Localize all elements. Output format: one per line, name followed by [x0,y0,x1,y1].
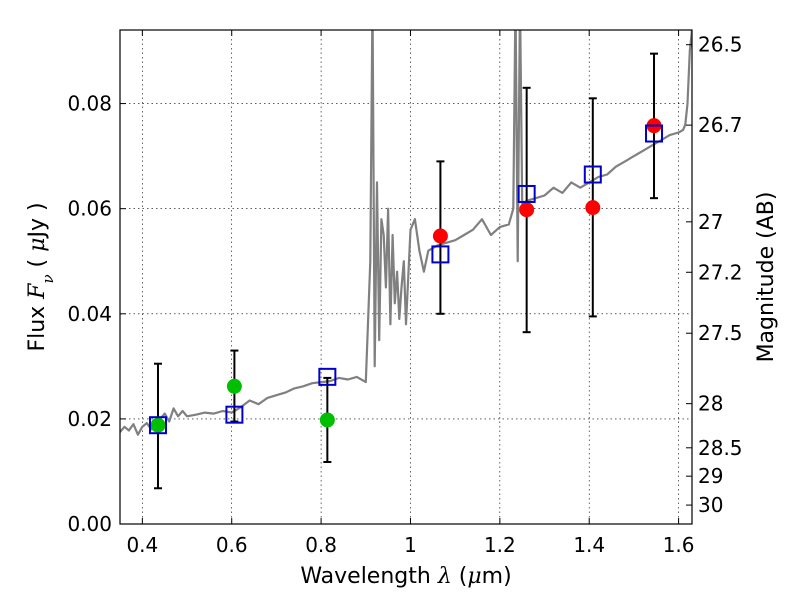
mag-tick-label: 28 [698,392,723,416]
mag-tick-label: 26.5 [698,33,743,57]
plot-frame [119,29,693,525]
y-tick-label: 0.04 [67,302,112,326]
axis-ticks: 0.4 0.6 0.8 1 1.2 1.4 1.6 0.00 0.02 0.04 0.06 0.08 2… [67,30,743,557]
mag-tick-label: 26.7 [698,113,743,137]
model-photometry-marker [318,367,337,386]
y2-axis-label: Magnitude (AB) [754,192,779,363]
model-spectrum [120,30,692,436]
mag-tick-label: 28.5 [698,436,743,460]
x-tick-label: 0.8 [305,533,337,557]
model-photometry-marker [583,165,602,184]
x-tick-label: 1.6 [663,533,695,557]
y-tick-label: 0.02 [67,407,112,431]
model-photometry-marker [148,416,167,435]
observed-flux-marker [585,200,601,216]
mag-tick-label: 27.2 [698,260,743,284]
y-tick-label: 0.06 [67,197,112,221]
x-tick-label: 1 [404,533,417,557]
observed-flux-marker [319,412,335,428]
observed-flux-marker [226,378,242,394]
y-tick-label: 0.08 [67,92,112,116]
plot-area [120,30,692,524]
y-axis-label: Flux Fν ( μJy ) [25,202,57,351]
model-spectrum-line [120,30,692,436]
x-tick-label: 0.6 [216,533,248,557]
x-tick-label: 0.4 [126,533,158,557]
observed-flux-marker [150,417,166,433]
observed-flux-marker [432,228,448,244]
model-photometry-marker [225,405,244,424]
y-tick-label: 0.00 [67,512,112,536]
mag-tick-label: 27.5 [698,321,743,345]
model-photometry-marker [517,184,536,203]
mag-tick-label: 27 [698,210,723,234]
mag-tick-label: 30 [698,493,723,517]
model-photometry-marker [431,245,450,264]
x-tick-label: 1.4 [573,533,605,557]
mag-tick-label: 29 [698,464,723,488]
data-markers [148,118,664,435]
x-tick-label: 1.2 [484,533,516,557]
model-photometry-marker [645,124,664,143]
observed-flux-marker [519,202,535,218]
x-axis-label: Wavelength λ (μm) [300,564,511,589]
